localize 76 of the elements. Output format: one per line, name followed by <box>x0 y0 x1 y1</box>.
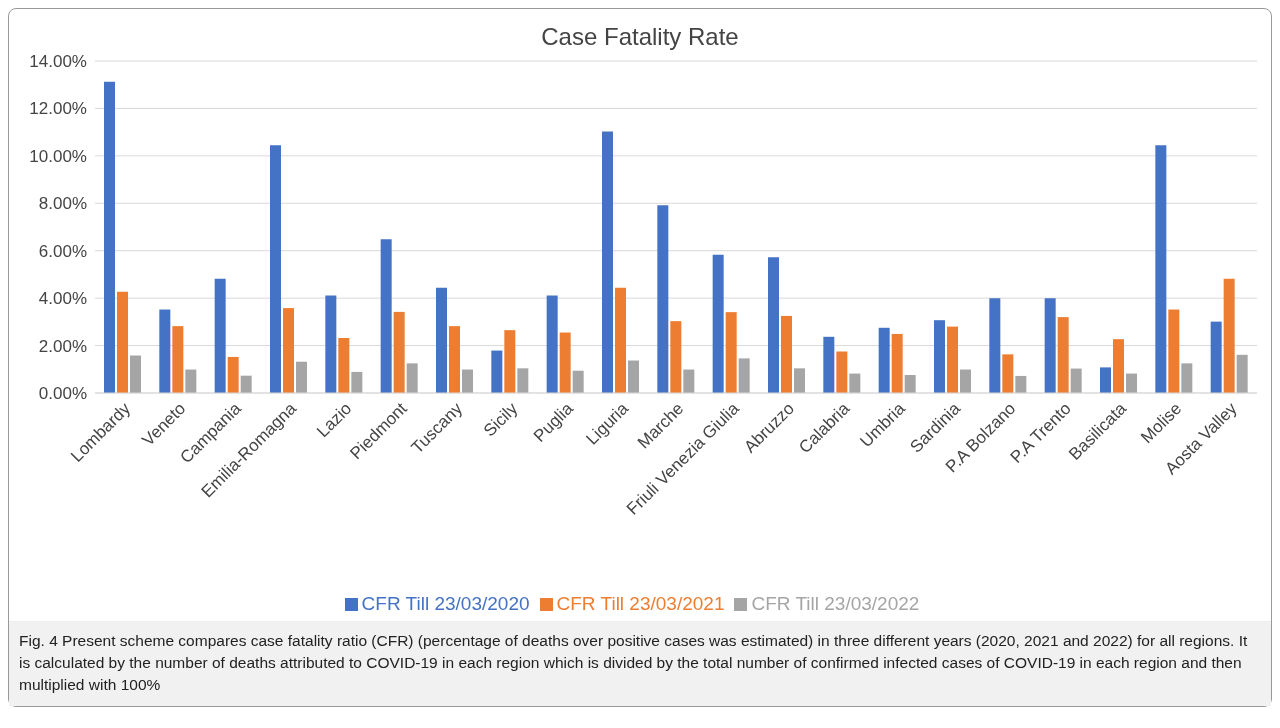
bar <box>559 332 571 393</box>
bar <box>878 327 890 393</box>
bar <box>960 369 971 393</box>
bar <box>615 287 626 393</box>
bar <box>517 368 529 393</box>
bar <box>891 333 903 393</box>
bar <box>725 312 737 393</box>
bar <box>836 351 848 393</box>
bar <box>1100 367 1111 393</box>
bar <box>270 145 281 393</box>
bar <box>849 373 861 393</box>
bar <box>117 291 128 393</box>
bar <box>185 369 197 393</box>
bar <box>1070 368 1082 393</box>
bar <box>1113 339 1124 393</box>
bar <box>1155 145 1167 393</box>
bar <box>1057 317 1069 393</box>
bar <box>1044 298 1056 393</box>
bar <box>572 370 584 393</box>
bar <box>989 298 1001 393</box>
bar <box>227 356 239 393</box>
bar <box>1223 278 1235 393</box>
bar <box>947 326 958 393</box>
bar <box>781 315 792 393</box>
bar <box>683 369 695 393</box>
bar <box>504 330 516 393</box>
bar <box>104 81 115 393</box>
bar <box>738 358 750 393</box>
bar <box>1168 309 1180 393</box>
bar <box>1236 354 1248 393</box>
bar <box>436 287 447 393</box>
bar <box>602 131 613 393</box>
bar <box>172 326 184 393</box>
y-tick-label: 6.00% <box>38 241 87 261</box>
bar <box>768 257 779 393</box>
bar <box>449 326 460 393</box>
bar <box>130 355 141 393</box>
caption: Fig. 4 Present scheme compares case fatality ratio (CFR) (percentage of deaths over positive cases was estimated) in three different years (2020, 2021 and 2022) for all regions. It is calculated by the number of deaths attributed to COVID-19 in each region which is divided by the total number of confirmed infected cases of COVID-19 in each region and then multiplied with 100% <box>9 621 1271 706</box>
legend-label: CFR Till 23/03/2022 <box>751 593 920 614</box>
chart-title: Case Fatality Rate <box>540 23 740 51</box>
bar <box>1126 373 1137 393</box>
bar <box>1210 321 1222 393</box>
bar <box>904 374 916 393</box>
bar <box>934 320 945 393</box>
bar <box>325 295 337 393</box>
bar <box>712 254 724 393</box>
bar <box>546 295 558 393</box>
bar <box>794 368 805 393</box>
bar <box>491 350 503 393</box>
legend-label: CFR Till 23/03/2020 <box>361 593 530 614</box>
y-tick-label: 4.00% <box>38 289 87 309</box>
bar <box>380 239 392 393</box>
bar <box>823 336 835 393</box>
bar <box>670 321 682 393</box>
bar <box>159 309 171 393</box>
bar <box>296 361 307 393</box>
bar <box>214 278 226 393</box>
bar <box>1002 354 1014 393</box>
bar <box>628 360 639 393</box>
y-tick-label: 14.00% <box>29 52 87 72</box>
bar <box>657 205 669 393</box>
y-tick-label: 0.00% <box>38 384 87 404</box>
bar <box>240 375 252 393</box>
bar <box>393 311 405 393</box>
bar <box>351 371 363 393</box>
y-tick-label: 8.00% <box>38 194 87 214</box>
y-tick-label: 2.00% <box>38 336 87 356</box>
bar <box>1181 363 1193 393</box>
bar <box>406 363 418 393</box>
bar <box>1015 375 1027 393</box>
bar <box>462 369 473 393</box>
bar <box>338 337 350 393</box>
bar <box>283 308 294 393</box>
y-tick-label: 10.00% <box>29 146 87 166</box>
y-tick-label: 12.00% <box>29 99 87 119</box>
legend-label: CFR Till 23/03/2021 <box>556 593 725 614</box>
